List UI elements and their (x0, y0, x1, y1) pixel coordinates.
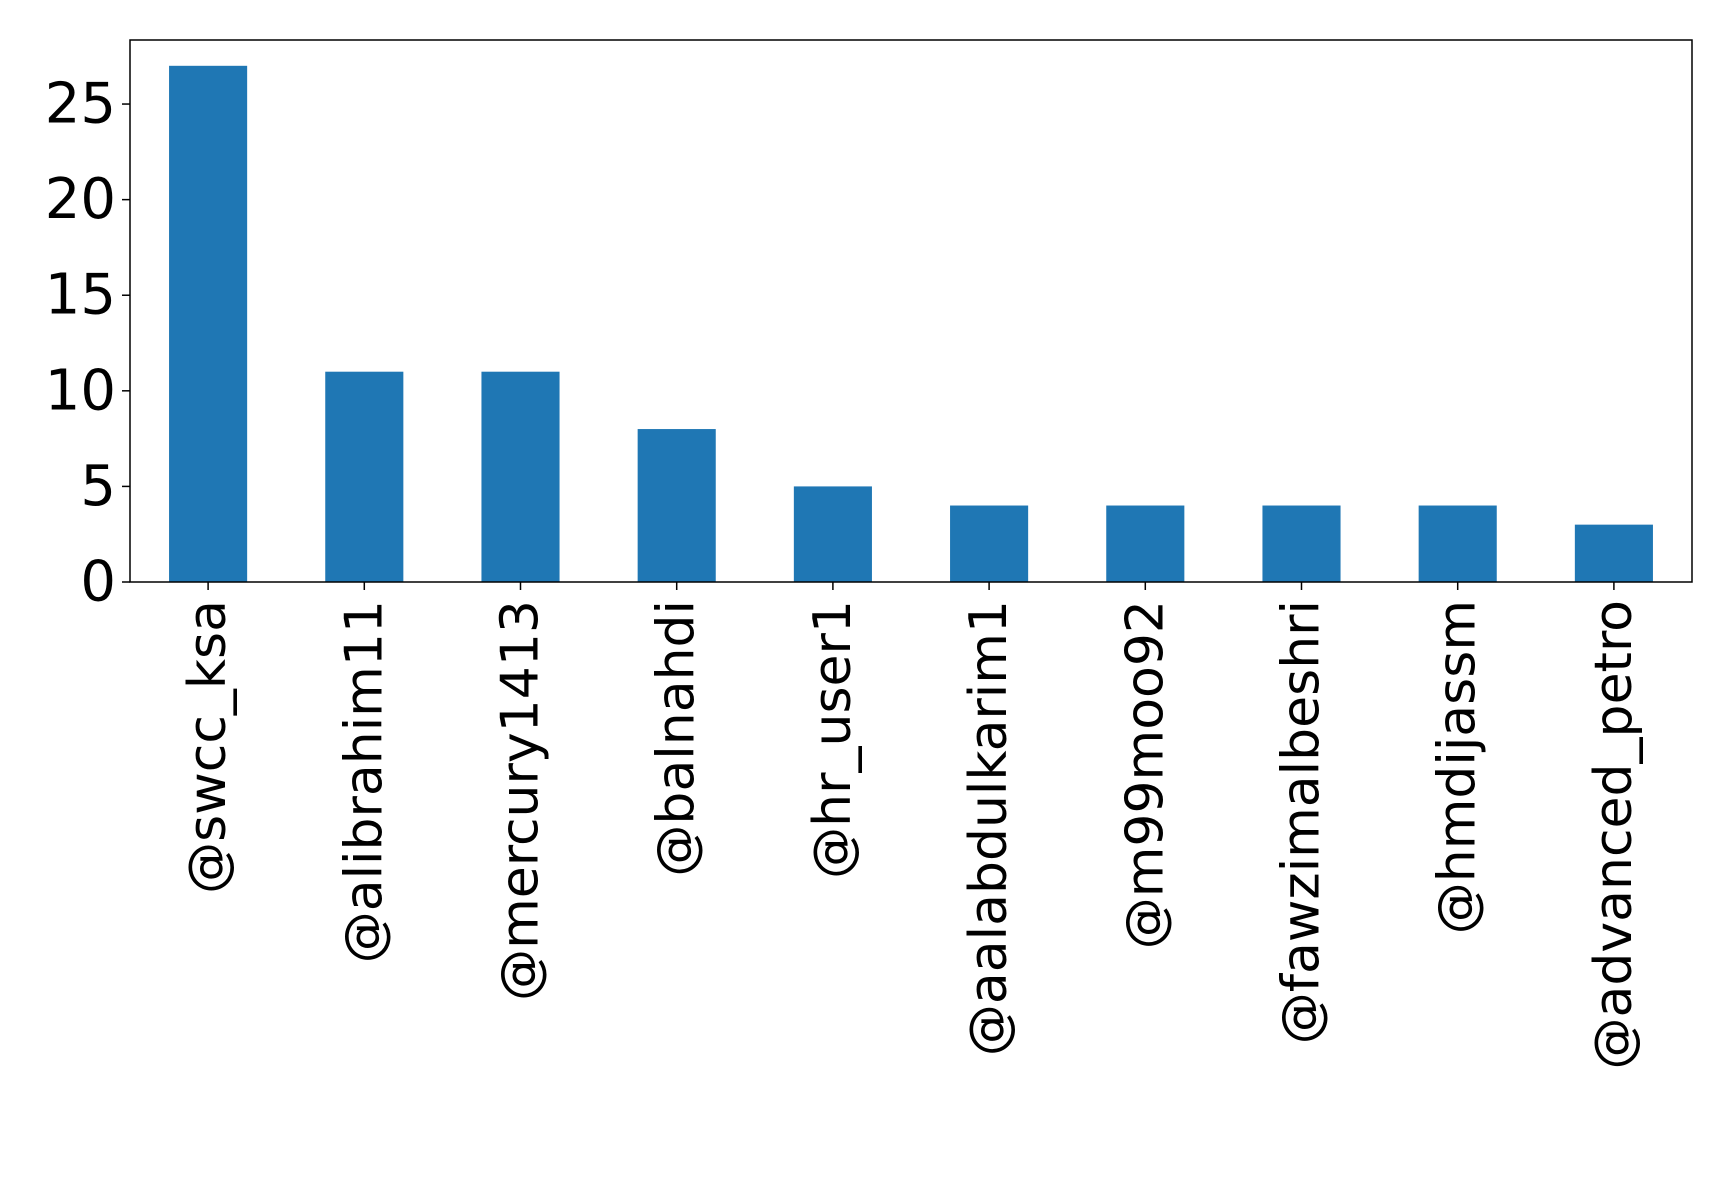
bar (325, 371, 404, 582)
x-tick-label: @advanced_petro (1584, 600, 1644, 1070)
bar (950, 505, 1029, 582)
x-tick-label: @hr_user1 (803, 600, 863, 879)
bar (481, 371, 560, 582)
x-tick-label: @fawzimalbeshri (1272, 600, 1332, 1044)
x-axis: @swcc_ksa @alibrahim11 @mercury1413 @balnah… (178, 582, 1644, 1070)
y-tick-label: 25 (45, 72, 116, 137)
y-axis: 0 5 10 15 20 25 (45, 72, 130, 615)
y-tick-label: 15 (45, 263, 116, 328)
y-tick-label: 10 (45, 358, 116, 423)
x-tick-label: @alibrahim11 (334, 600, 394, 963)
bar (169, 65, 248, 583)
bar (1106, 505, 1185, 582)
bar (1262, 505, 1341, 582)
bar (1574, 524, 1653, 582)
x-tick-label: @hmdijassm (1428, 600, 1488, 934)
bar (1418, 505, 1497, 582)
plot-frame (129, 39, 1693, 583)
x-tick-label: @mercury1413 (491, 600, 551, 1001)
y-tick-label: 0 (80, 550, 116, 615)
x-tick-label: @balnahdi (647, 600, 707, 877)
y-tick-label: 5 (80, 454, 116, 519)
bar (793, 486, 872, 582)
x-tick-label: @aalabdulkarim1 (959, 600, 1019, 1056)
bars-group (169, 65, 1653, 583)
bar (637, 429, 716, 582)
y-tick-label: 20 (45, 167, 116, 232)
x-tick-label: @swcc_ksa (178, 600, 238, 894)
x-tick-label: @m99moo92 (1115, 600, 1175, 949)
